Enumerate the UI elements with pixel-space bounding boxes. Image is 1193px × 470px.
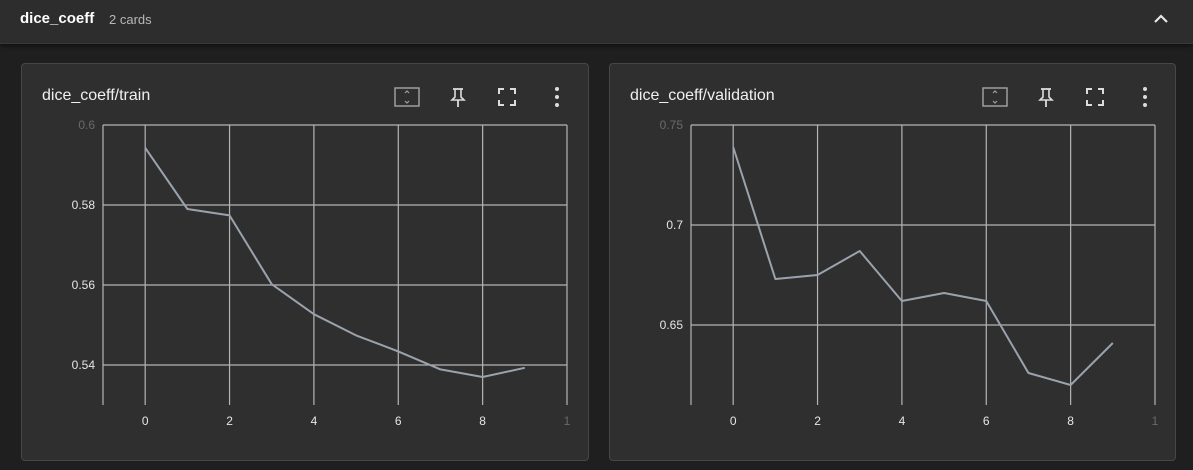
pin-icon[interactable]: [443, 82, 473, 112]
x-tick-label: 6: [395, 414, 402, 428]
x-tick-label: 6: [983, 414, 990, 428]
series-line: [732, 146, 1114, 386]
chevron-up-icon[interactable]: [1146, 4, 1176, 34]
fit-to-domain-icon[interactable]: [392, 82, 422, 112]
x-tick-label: 1: [564, 414, 571, 428]
y-tick-label: 0.7: [666, 218, 683, 232]
x-tick-label: 4: [899, 414, 906, 428]
fullscreen-icon[interactable]: [1080, 82, 1110, 112]
y-tick-label: 0.65: [660, 318, 684, 332]
x-tick-label: 8: [479, 414, 486, 428]
x-tick-label: 4: [311, 414, 318, 428]
more-vertical-icon[interactable]: [542, 82, 572, 112]
x-tick-label: 2: [226, 414, 233, 428]
series-line: [144, 147, 526, 378]
scalar-card-train: dice_coeff/train 0 2 4 6 8 1 0.54 0.56 0.58 0.6: [21, 63, 589, 461]
x-tick-label: 0: [730, 414, 737, 428]
fit-to-domain-icon[interactable]: [980, 82, 1010, 112]
card-title: dice_coeff/train: [42, 87, 151, 104]
x-tick-label: 8: [1067, 414, 1074, 428]
x-tick-label: 2: [814, 414, 821, 428]
line-chart[interactable]: 0 2 4 6 8 1 0.54 0.56 0.58 0.6: [22, 64, 588, 460]
more-vertical-icon[interactable]: [1130, 82, 1160, 112]
y-tick-label: 0.54: [72, 358, 96, 372]
scalar-card-validation: dice_coeff/validation 0 2 4 6 8 1 0.65 0.7 0.75: [609, 63, 1176, 461]
y-tick-label: 0.58: [72, 198, 96, 212]
x-tick-label: 1: [1152, 414, 1159, 428]
card-title: dice_coeff/validation: [630, 87, 775, 104]
x-tick-label: 0: [142, 414, 149, 428]
pin-icon[interactable]: [1031, 82, 1061, 112]
fullscreen-icon[interactable]: [492, 82, 522, 112]
line-chart[interactable]: 0 2 4 6 8 1 0.65 0.7 0.75: [610, 64, 1175, 460]
card-group-name: dice_coeff: [20, 10, 95, 27]
y-tick-label: 0.75: [660, 118, 684, 132]
card-group-count: 2 cards: [109, 12, 152, 27]
y-tick-label: 0.56: [72, 278, 96, 292]
y-tick-label: 0.6: [78, 118, 95, 132]
card-group-header: dice_coeff 2 cards: [0, 0, 1193, 44]
